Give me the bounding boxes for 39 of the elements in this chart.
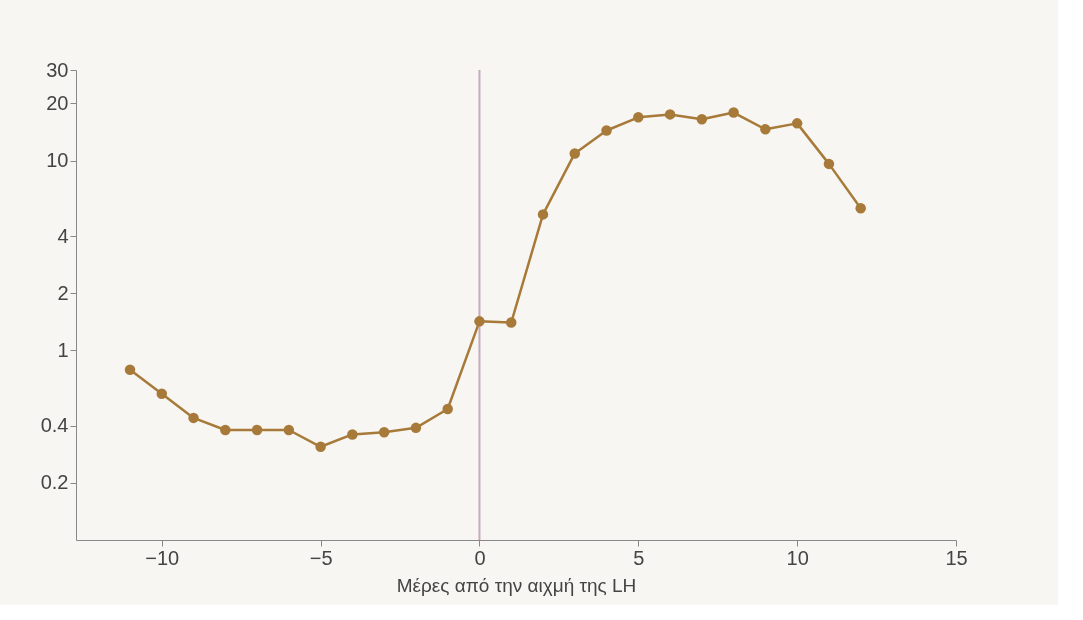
point — [156, 388, 168, 399]
point — [347, 429, 358, 440]
y-tick-label: 20 — [46, 91, 69, 114]
x-tick-label: −5 — [309, 546, 333, 569]
point — [410, 422, 422, 434]
point — [188, 412, 199, 424]
point — [505, 317, 517, 328]
point — [220, 424, 231, 436]
point — [823, 158, 835, 170]
point — [728, 107, 739, 118]
point — [601, 125, 612, 136]
point — [537, 209, 549, 220]
x-axis-title: Μέρες από την αιχμή της LH — [396, 574, 637, 596]
point — [855, 203, 866, 214]
x-tick-label: 15 — [945, 546, 968, 569]
point — [315, 441, 326, 452]
y-tick-label: 10 — [46, 149, 69, 172]
x-tick-label: 5 — [633, 546, 645, 569]
x-tick-label: −10 — [145, 546, 180, 569]
point — [791, 118, 803, 129]
point — [442, 403, 453, 415]
point — [664, 109, 676, 120]
point — [474, 316, 485, 327]
point — [633, 112, 644, 123]
y-tick-label: 4 — [57, 224, 69, 247]
point — [251, 424, 263, 436]
x-tick-label: 0 — [474, 546, 486, 569]
y-tick-label: 0.4 — [40, 414, 69, 437]
y-tick-label: 0.2 — [40, 471, 69, 494]
point — [696, 114, 708, 125]
point — [760, 124, 771, 135]
point — [378, 426, 390, 438]
y-tick-label: 1 — [57, 338, 69, 361]
y-tick-label: 2 — [57, 281, 69, 304]
point — [124, 364, 136, 375]
y-tick-label: 30 — [46, 58, 69, 81]
point — [569, 148, 581, 159]
x-tick-label: 10 — [786, 546, 809, 569]
point — [283, 424, 295, 436]
